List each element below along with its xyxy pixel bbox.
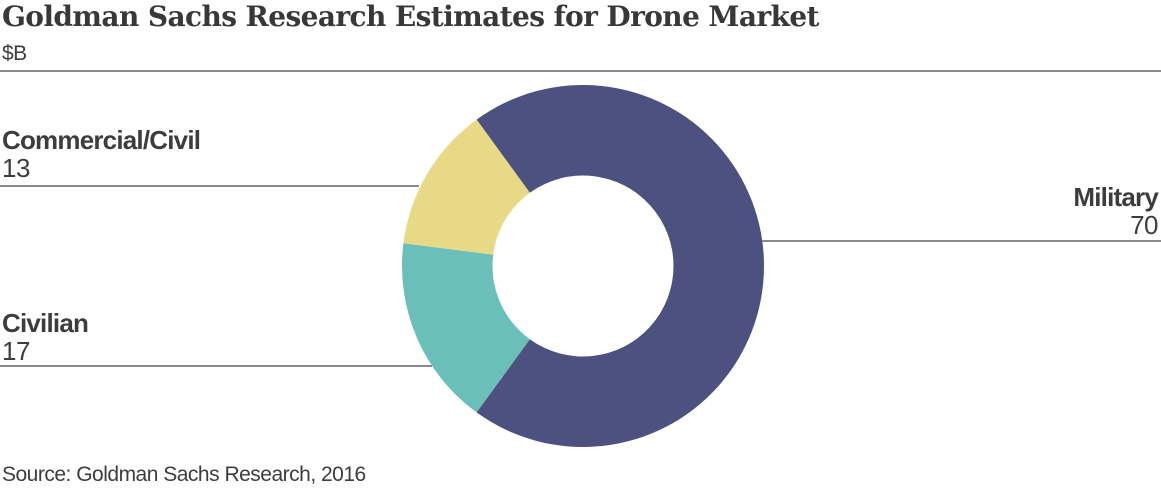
callout-value-military: 70 (1130, 210, 1158, 240)
callout-value-civilian: 17 (2, 336, 30, 366)
donut-slice-military (476, 85, 764, 447)
leader-line-military (762, 240, 1161, 242)
callout-commercial-civil: Commercial/Civil 13 (2, 125, 201, 183)
leader-line-civilian (0, 365, 432, 367)
header-rule (0, 70, 1161, 72)
callout-military: Military 70 (1073, 183, 1158, 239)
callout-label-commercial-civil: Commercial/Civil (2, 125, 201, 155)
chart-title: Goldman Sachs Research Estimates for Dro… (2, 0, 819, 33)
source-note: Source: Goldman Sachs Research, 2016 (2, 463, 366, 486)
donut-chart (402, 85, 764, 447)
callout-value-commercial-civil: 13 (2, 153, 30, 183)
unit-label: $B (2, 42, 27, 65)
donut-slice-commercial-civil (403, 119, 530, 255)
leader-line-commercial-civil (0, 185, 419, 187)
callout-label-civilian: Civilian (2, 308, 89, 338)
callout-civilian: Civilian 17 (2, 308, 89, 366)
donut-slice-civilian (402, 243, 530, 413)
callout-label-military: Military (1073, 182, 1158, 212)
